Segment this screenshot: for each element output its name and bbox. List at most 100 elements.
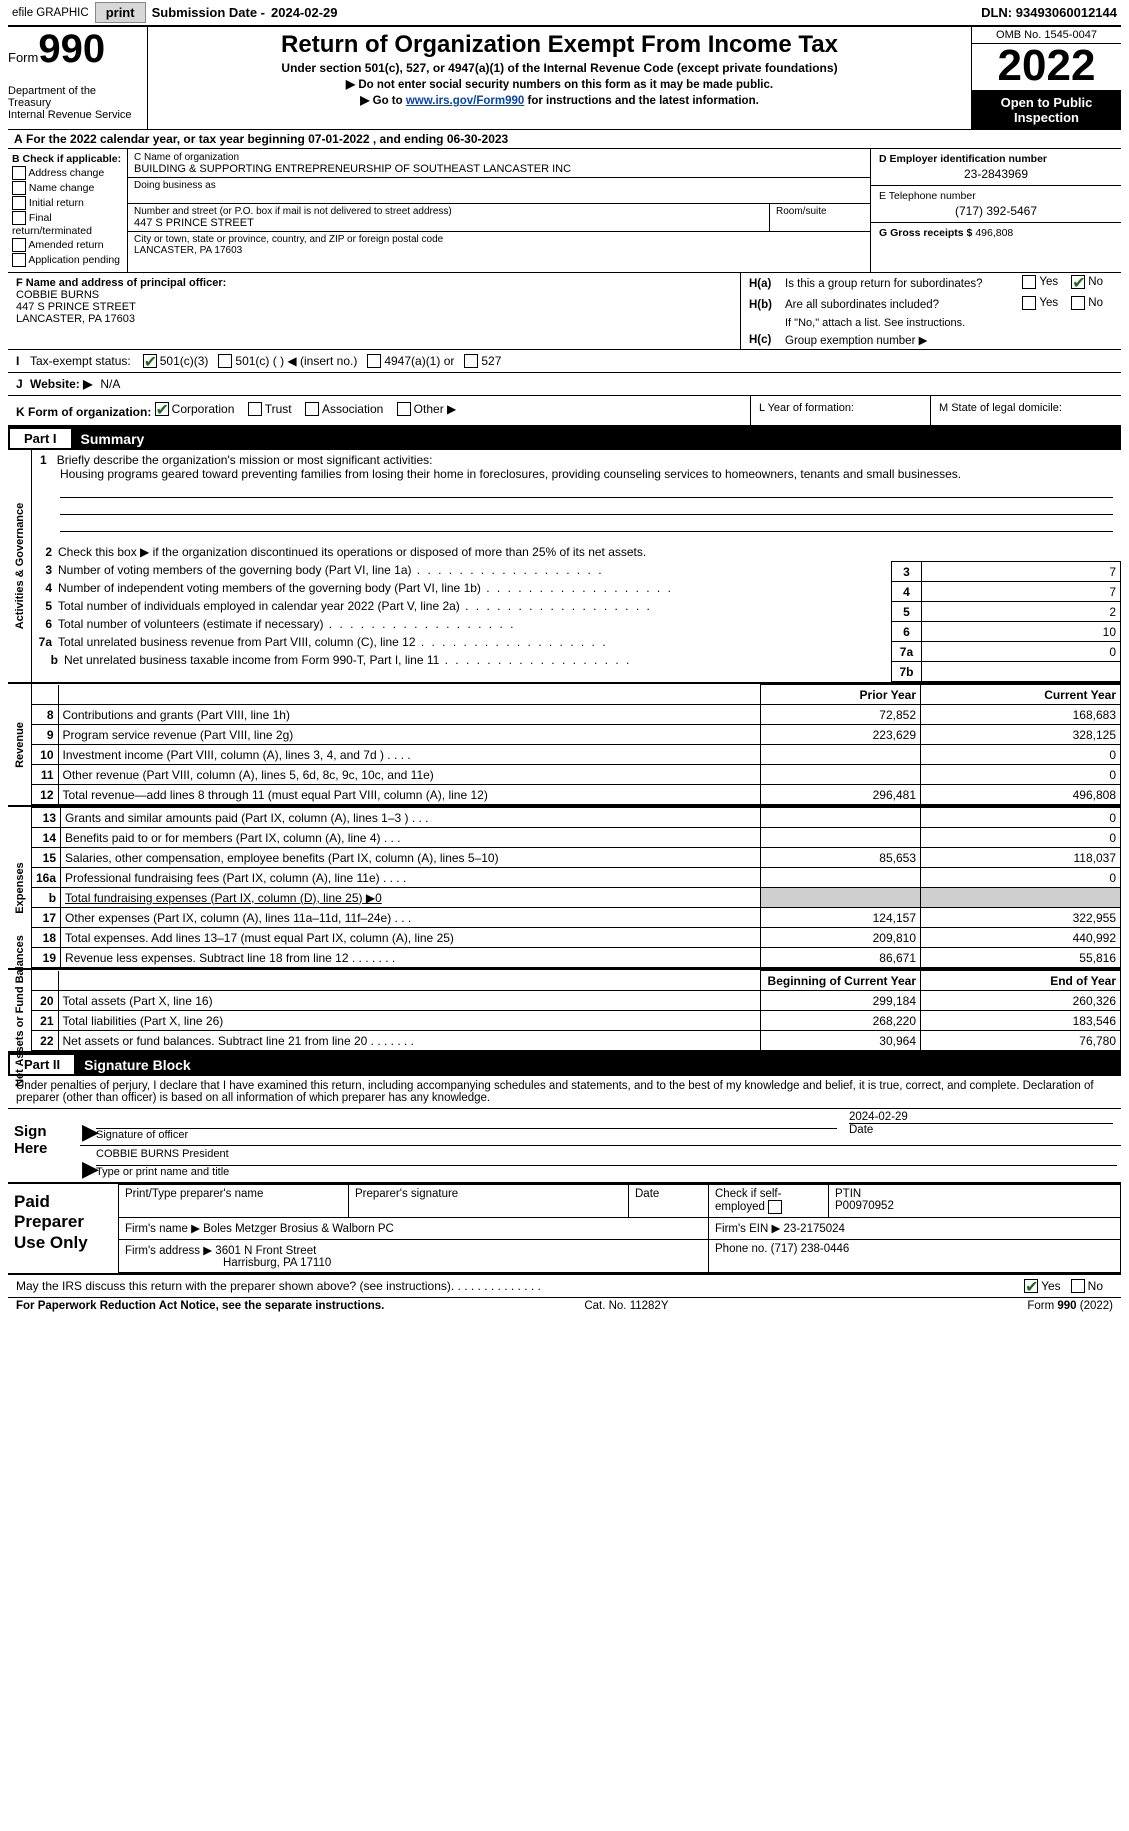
check-final-return[interactable]: Final return/terminated — [12, 211, 123, 237]
check-application-pending[interactable]: Application pending — [12, 253, 123, 267]
net-assets-section: Net Assets or Fund Balances Beginning of… — [8, 970, 1121, 1053]
ha-yes[interactable]: Yes — [1022, 275, 1058, 289]
discuss-yes[interactable]: Yes — [1024, 1279, 1061, 1293]
col-b-checkboxes: B Check if applicable: Address change Na… — [8, 149, 128, 272]
city-cell: City or town, state or province, country… — [128, 232, 870, 258]
header-center: Return of Organization Exempt From Incom… — [148, 27, 971, 129]
sign-here-label: Sign Here — [8, 1109, 80, 1182]
revenue-table: Prior YearCurrent Year 8Contributions an… — [32, 684, 1121, 805]
hb-no[interactable]: No — [1071, 296, 1103, 310]
hc-row: H(c) Group exemption number ▶ — [741, 331, 1121, 349]
check-trust[interactable]: Trust — [248, 402, 292, 416]
check-501c3[interactable]: 501(c)(3) — [143, 354, 209, 368]
row-j: J Website: ▶ N/A — [8, 373, 1121, 396]
state-domicile-label: M State of legal domicile: — [931, 396, 1121, 425]
discuss-no[interactable]: No — [1071, 1279, 1103, 1293]
org-name: BUILDING & SUPPORTING ENTREPRENEURSHIP O… — [134, 163, 571, 175]
print-button[interactable]: print — [95, 2, 146, 23]
activities-governance-section: Activities & Governance 1Briefly describ… — [8, 450, 1121, 684]
phone-cell: E Telephone number (717) 392-5467 — [871, 186, 1121, 223]
form-word: Form — [8, 50, 38, 65]
gov-values-table: 37 47 52 610 7a0 7b — [891, 561, 1121, 682]
officer-addr2: LANCASTER, PA 17603 — [16, 313, 135, 325]
officer-addr1: 447 S PRINCE STREET — [16, 301, 136, 313]
row-klm: K Form of organization: Corporation Trus… — [8, 396, 1121, 427]
page-footer: For Paperwork Reduction Act Notice, see … — [8, 1298, 1121, 1314]
form-title: Return of Organization Exempt From Incom… — [156, 31, 963, 59]
header-right: OMB No. 1545-0047 2022 Open to Public In… — [971, 27, 1121, 129]
table-row: 15Salaries, other compensation, employee… — [32, 848, 1121, 868]
note-goto: ▶ Go to www.irs.gov/Form990 for instruct… — [156, 93, 963, 107]
check-corporation[interactable]: Corporation — [155, 402, 235, 416]
line-2: 2Check this box ▶ if the organization di… — [32, 543, 1121, 561]
ha-no[interactable]: No — [1071, 275, 1103, 289]
table-row: 11Other revenue (Part VIII, column (A), … — [32, 765, 1121, 785]
signature-date: 2024-02-29 Date — [841, 1109, 1121, 1145]
prep-date-cell: Date — [629, 1185, 709, 1218]
dln: DLN: 93493060012144 — [981, 5, 1117, 20]
note-ssn: ▶ Do not enter social security numbers o… — [156, 77, 963, 91]
line-4: 4Number of independent voting members of… — [32, 579, 891, 597]
paid-preparer-section: Paid Preparer Use Only Print/Type prepar… — [8, 1184, 1121, 1275]
check-4947[interactable]: 4947(a)(1) or — [367, 354, 454, 368]
officer-name: COBBIE BURNS — [16, 289, 99, 301]
table-row: 14Benefits paid to or for members (Part … — [32, 828, 1121, 848]
check-527[interactable]: 527 — [464, 354, 501, 368]
section-f-h: F Name and address of principal officer:… — [8, 273, 1121, 350]
firm-name-cell: Firm's name ▶ Boles Metzger Brosius & Wa… — [119, 1218, 709, 1240]
part-i-header: Part I Summary — [8, 427, 1121, 450]
hb-yes[interactable]: Yes — [1022, 296, 1058, 310]
table-row: 13Grants and similar amounts paid (Part … — [32, 808, 1121, 828]
signature-intro: Under penalties of perjury, I declare th… — [8, 1076, 1121, 1109]
check-initial-return[interactable]: Initial return — [12, 196, 123, 210]
check-other[interactable]: Other ▶ — [397, 402, 457, 416]
col-f: F Name and address of principal officer:… — [8, 273, 741, 349]
check-name-change[interactable]: Name change — [12, 181, 123, 195]
expenses-table: 13Grants and similar amounts paid (Part … — [32, 807, 1121, 968]
line-7a: 7aTotal unrelated business revenue from … — [32, 633, 891, 651]
vtab-activities: Activities & Governance — [8, 450, 32, 682]
header-left: Form990 Department of the TreasuryIntern… — [8, 27, 148, 129]
check-501c[interactable]: 501(c) ( ) ◀ (insert no.) — [218, 354, 357, 368]
footer-right: Form 990 (2022) — [1027, 1300, 1113, 1312]
arrow-icon: ▶ — [80, 1109, 92, 1145]
table-row: 12Total revenue—add lines 8 through 11 (… — [32, 785, 1121, 805]
table-row: 18Total expenses. Add lines 13–17 (must … — [32, 928, 1121, 948]
open-to-public: Open to Public Inspection — [972, 91, 1121, 129]
f-label: F Name and address of principal officer: — [16, 277, 226, 289]
table-row: 17Other expenses (Part IX, column (A), l… — [32, 908, 1121, 928]
signature-field[interactable]: Signature of officer — [92, 1109, 841, 1145]
form-header: Form990 Department of the TreasuryIntern… — [8, 27, 1121, 130]
check-amended-return[interactable]: Amended return — [12, 238, 123, 252]
expenses-section: Expenses 13Grants and similar amounts pa… — [8, 807, 1121, 970]
sign-here-section: Sign Here ▶ Signature of officer 2024-02… — [8, 1109, 1121, 1184]
mission-text: Housing programs geared toward preventin… — [60, 467, 1113, 481]
room-suite-label: Room/suite — [770, 204, 870, 231]
gross-cell: G Gross receipts $ 496,808 — [871, 223, 1121, 243]
table-row: 16aProfessional fundraising fees (Part I… — [32, 868, 1121, 888]
table-row: 21Total liabilities (Part X, line 26)268… — [32, 1011, 1121, 1031]
table-row: 8Contributions and grants (Part VIII, li… — [32, 705, 1121, 725]
col-c-org: C Name of organization BUILDING & SUPPOR… — [128, 149, 871, 272]
self-employed-cell[interactable]: Check if self-employed — [709, 1185, 829, 1218]
irs-link[interactable]: www.irs.gov/Form990 — [406, 95, 524, 107]
print-name-cell: Print/Type preparer's name — [119, 1185, 349, 1218]
vtab-net-assets: Net Assets or Fund Balances — [8, 970, 32, 1051]
check-address-change[interactable]: Address change — [12, 166, 123, 180]
efile-label: efile GRAPHIC — [12, 7, 89, 19]
tax-year: 2022 — [972, 44, 1121, 91]
k-cell: K Form of organization: Corporation Trus… — [8, 396, 751, 425]
line-5: 5Total number of individuals employed in… — [32, 597, 891, 615]
form-subtitle: Under section 501(c), 527, or 4947(a)(1)… — [156, 61, 963, 75]
org-name-label: C Name of organization — [134, 152, 239, 163]
ha-row: H(a) Is this a group return for subordin… — [741, 273, 1121, 294]
table-row: 22Net assets or fund balances. Subtract … — [32, 1031, 1121, 1051]
check-association[interactable]: Association — [305, 402, 383, 416]
dba-cell: Doing business as — [128, 178, 870, 204]
table-row: 20Total assets (Part X, line 16)299,1842… — [32, 991, 1121, 1011]
revenue-section: Revenue Prior YearCurrent Year 8Contribu… — [8, 684, 1121, 807]
year-formation-label: L Year of formation: — [751, 396, 931, 425]
ptin-cell: PTINP00970952 — [829, 1185, 1121, 1218]
submission-date-label: Submission Date - — [152, 5, 265, 20]
line-6: 6Total number of volunteers (estimate if… — [32, 615, 891, 633]
